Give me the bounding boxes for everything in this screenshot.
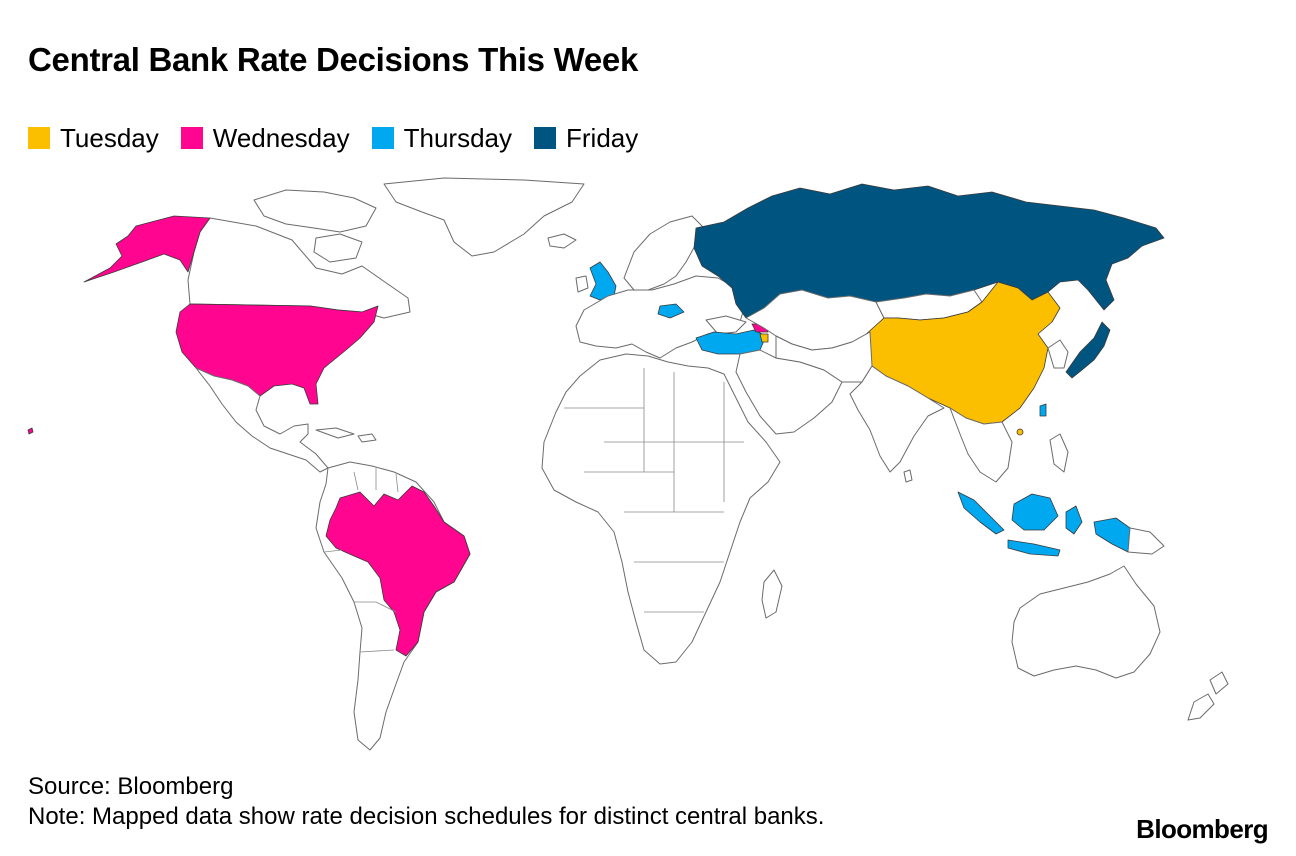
ireland	[575, 275, 589, 293]
legend-label-wednesday: Wednesday	[212, 123, 350, 153]
madagascar	[761, 569, 783, 619]
africa	[541, 353, 781, 665]
indonesia-sumatra	[957, 491, 1005, 535]
canada	[187, 217, 411, 319]
mexico	[195, 367, 329, 473]
footnote: Note: Mapped data show rate decision sch…	[28, 803, 825, 830]
taiwan	[1039, 403, 1047, 417]
turkey	[695, 329, 767, 355]
south-america-borders	[323, 468, 399, 653]
legend-label-friday: Friday	[566, 123, 639, 153]
japan	[1065, 321, 1111, 379]
legend-swatch-friday	[534, 127, 556, 149]
united-states	[175, 303, 379, 405]
indonesia-borneo	[1011, 493, 1059, 531]
arctic-islands	[253, 189, 377, 233]
hong-kong	[1016, 428, 1024, 436]
philippines	[1049, 433, 1069, 473]
iceland	[547, 233, 577, 249]
papua-new-guinea	[1127, 527, 1165, 555]
africa-borders	[564, 368, 744, 613]
black-sea	[705, 315, 747, 335]
legend-item-wednesday: Wednesday	[180, 122, 350, 154]
korea	[1047, 339, 1069, 369]
indonesia-sulawesi	[1065, 505, 1083, 535]
alaska	[83, 215, 211, 283]
australia	[1011, 565, 1161, 679]
new-zealand	[1209, 671, 1229, 695]
brazil	[325, 485, 471, 657]
world-map	[27, 177, 1229, 751]
armenia	[759, 333, 769, 343]
legend-swatch-tuesday	[28, 127, 50, 149]
legend-item-tuesday: Tuesday	[28, 122, 159, 154]
india	[849, 365, 945, 473]
greenland	[383, 177, 585, 257]
hispaniola	[357, 433, 377, 443]
hungary	[657, 303, 685, 319]
legend-swatch-wednesday	[180, 127, 203, 149]
new-zealand	[1187, 693, 1215, 721]
legend-swatch-thursday	[371, 127, 394, 149]
indonesia-java	[1007, 539, 1061, 557]
legend-item-friday: Friday	[534, 122, 638, 154]
map-title: Central Bank Rate Decisions This Week	[28, 41, 639, 78]
sri-lanka	[903, 469, 913, 483]
southeast-asia	[949, 407, 1013, 483]
indonesia-papua	[1093, 517, 1131, 553]
source-note: Source: Bloomberg	[28, 773, 234, 800]
bloomberg-logo: Bloomberg	[1136, 814, 1268, 844]
arctic-islands	[313, 233, 363, 263]
legend-label-tuesday: Tuesday	[60, 123, 159, 153]
legend-item-thursday: Thursday	[371, 122, 512, 154]
legend: Tuesday Wednesday Thursday Friday	[28, 122, 638, 154]
hawaii	[27, 427, 34, 435]
legend-label-thursday: Thursday	[403, 123, 512, 153]
cuba	[315, 427, 355, 439]
